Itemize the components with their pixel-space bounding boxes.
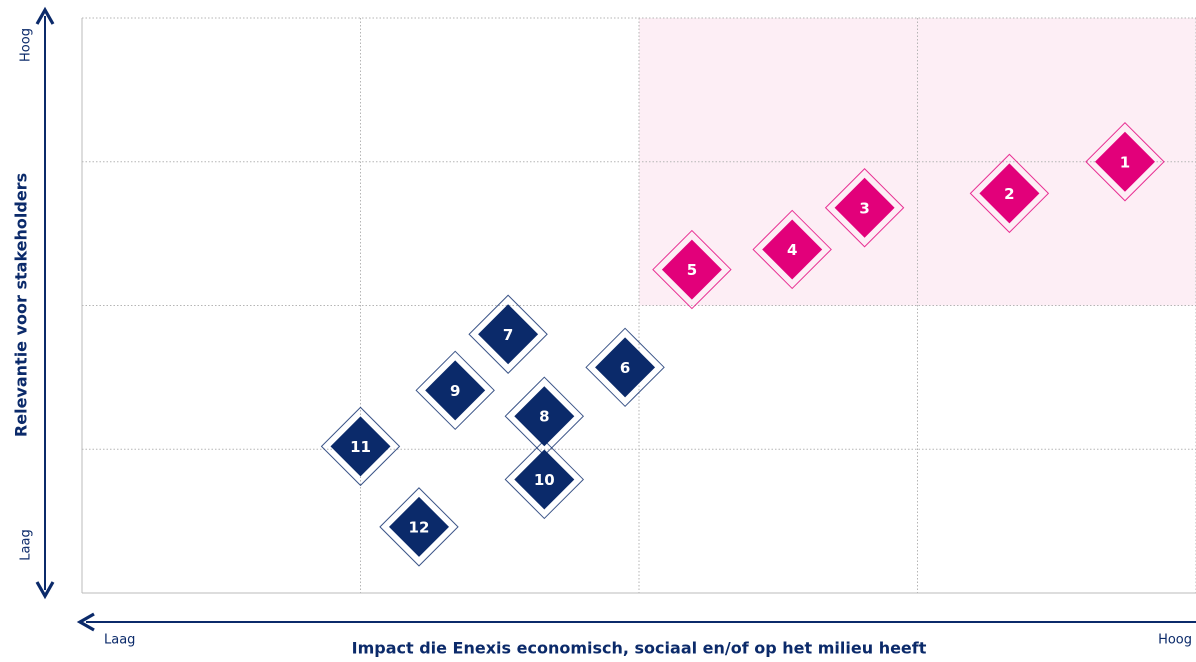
marker-fill (661, 239, 722, 300)
point-label: 4 (787, 241, 797, 259)
point-label: 3 (859, 199, 869, 217)
marker: 2 (969, 153, 1050, 234)
marker-fill (388, 496, 449, 557)
marker-fill (979, 163, 1040, 224)
y-axis-label: Relevantie voor stakeholders (12, 173, 31, 437)
marker: 12 (379, 487, 459, 567)
point-label: 10 (534, 471, 555, 489)
marker-fill (514, 386, 575, 447)
point-label: 9 (450, 382, 460, 400)
marker-outline (585, 327, 665, 408)
marker-fill (514, 449, 575, 510)
marker-fill (834, 177, 895, 238)
marker: 5 (652, 229, 732, 310)
marker-outline (415, 350, 495, 431)
x-axis-label: Impact die Enexis economisch, sociaal en… (352, 639, 927, 658)
marker-outline (379, 487, 459, 567)
marker: 10 (504, 439, 585, 520)
marker-outline (1085, 122, 1165, 202)
marker-outline (504, 439, 585, 520)
x-low: Laag (104, 633, 135, 648)
marker-outline (468, 294, 548, 374)
marker-fill (595, 337, 656, 398)
marker-outline (320, 406, 401, 487)
point-label: 11 (350, 438, 371, 456)
marker: 7 (468, 294, 548, 374)
y-low: Laag (19, 529, 34, 560)
point-label: 6 (620, 359, 630, 377)
marker: 3 (824, 168, 905, 248)
marker-outline (824, 168, 905, 248)
marker: 1 (1085, 122, 1165, 202)
point-label: 1 (1120, 153, 1130, 171)
point-label: 8 (539, 408, 549, 426)
background (81, 17, 1196, 594)
marker-fill (478, 304, 539, 365)
marker-outline (652, 229, 732, 310)
marker-fill (425, 360, 486, 421)
marker: 8 (504, 376, 585, 456)
point-label: 5 (687, 261, 697, 279)
marker-fill (762, 219, 823, 280)
marker-fill (330, 416, 391, 477)
marker: 6 (585, 327, 665, 408)
point-label: 12 (409, 518, 430, 536)
point-label: 7 (503, 326, 513, 344)
y-high: Hoog (19, 28, 34, 62)
marker: 9 (415, 350, 495, 431)
x-high: Hoog (1158, 633, 1192, 648)
marker-outline (752, 209, 832, 290)
marker-fill (1094, 131, 1155, 192)
marker: 4 (752, 209, 832, 290)
marker: 11 (320, 406, 401, 487)
point-label: 2 (1004, 185, 1014, 203)
marker-outline (969, 153, 1050, 234)
